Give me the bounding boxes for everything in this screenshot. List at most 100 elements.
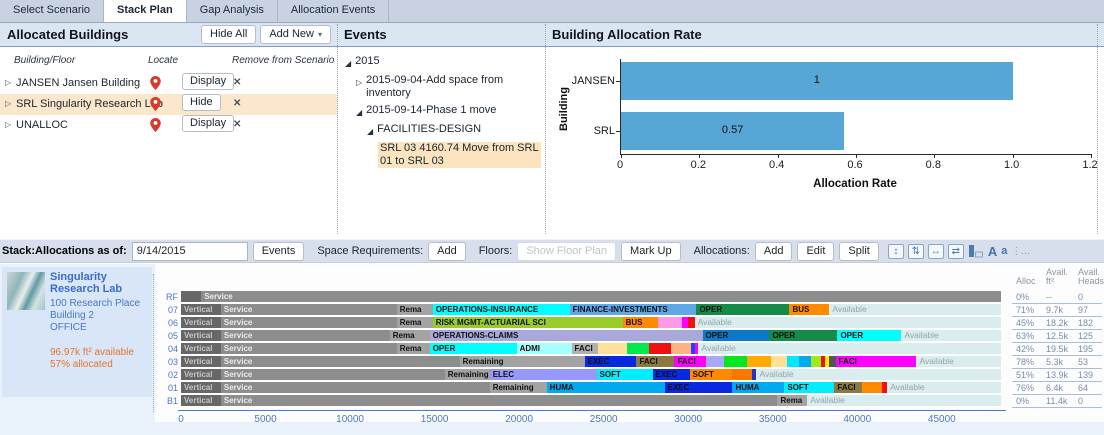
allocation-segment-available[interactable]: Available	[756, 369, 1001, 380]
collapse-arrow-icon[interactable]: ◢	[345, 59, 352, 68]
more-dots-icon[interactable]: ⋮…	[1011, 245, 1030, 257]
allocation-segment-soft[interactable]: SOFT	[596, 369, 653, 380]
add-new-button[interactable]: Add New ▾	[260, 25, 331, 44]
allocation-segment-vertical[interactable]: Vertical	[181, 343, 221, 354]
allocation-segment-service[interactable]: Service	[220, 330, 390, 341]
stack-layout-icon[interactable]	[968, 244, 984, 258]
allocation-segment-service[interactable]: Service	[201, 291, 1001, 302]
allocation-segment-remaining[interactable]: Remaining	[459, 356, 585, 367]
allocation-segment-vertical[interactable]: Vertical	[181, 369, 221, 380]
font-small-icon[interactable]: a	[1001, 245, 1008, 257]
allocation-segment[interactable]	[687, 317, 695, 328]
allocation-segment-huma[interactable]: HUMA	[546, 382, 665, 393]
allocation-segment-oper[interactable]: OPER	[702, 330, 770, 341]
remove-from-scenario-icon[interactable]: ✕	[233, 98, 242, 109]
allocation-segment-operations-insurance[interactable]: OPERATIONS-INSURANCE	[432, 304, 570, 315]
tab-allocation-events[interactable]: Allocation Events	[278, 0, 390, 22]
display-toggle-button[interactable]: Hide	[182, 94, 221, 111]
allocation-segment-vertical[interactable]: Vertical	[181, 304, 221, 315]
allocation-segment-exec[interactable]: EXEC	[664, 382, 733, 393]
expand-arrow-icon[interactable]: ▷	[356, 78, 363, 87]
allocation-segment[interactable]	[787, 356, 800, 367]
allocation-segment-service[interactable]: Service	[220, 317, 397, 328]
event-tree-item[interactable]: ◢ 2015	[337, 53, 545, 72]
allocation-segment[interactable]	[181, 291, 202, 302]
allocation-segment[interactable]	[811, 356, 822, 367]
allocation-segment-available[interactable]: Available	[901, 330, 1001, 341]
mark-up-button[interactable]: Mark Up	[621, 241, 681, 261]
allocation-segment[interactable]	[657, 317, 682, 328]
allocation-segment-faci[interactable]: FACI	[571, 343, 598, 354]
allocation-segment-available[interactable]: Available	[916, 356, 1001, 367]
event-tree-item[interactable]: ◢ FACILITIES-DESIGN	[337, 121, 545, 140]
collapse-arrow-icon[interactable]: ◢	[356, 108, 363, 117]
allocation-segment-rema[interactable]: Rema	[777, 395, 808, 406]
allocation-segment-rema[interactable]: Rema	[396, 304, 433, 315]
alloc-add-button[interactable]: Add	[754, 241, 793, 261]
allocation-segment[interactable]	[862, 382, 883, 393]
allocation-segment-finance-investments[interactable]: FINANCE-INVESTMENTS	[569, 304, 697, 315]
allocation-segment[interactable]	[771, 356, 788, 367]
allocation-segment-soft[interactable]: SOFT	[689, 369, 733, 380]
expand-arrow-icon[interactable]: ▷	[5, 120, 12, 129]
tab-stack-plan[interactable]: Stack Plan	[104, 0, 187, 22]
allocation-segment-vertical[interactable]: Vertical	[181, 317, 221, 328]
allocation-segment[interactable]	[671, 343, 692, 354]
locate-pin-icon[interactable]	[150, 97, 161, 116]
allocation-segment[interactable]	[627, 343, 650, 354]
event-tree-item[interactable]: SRL 03 4160.74 Move from SRL 01 to SRL 0…	[337, 140, 545, 170]
allocation-segment-soft[interactable]: SOFT	[784, 382, 835, 393]
building-row[interactable]: ▷ SRL Singularity Research Lab Hide ✕	[0, 94, 337, 115]
allocation-segment[interactable]	[724, 356, 748, 367]
allocation-segment-oper[interactable]: OPER	[429, 343, 517, 354]
event-tree-item[interactable]: ◢ 2015-09-14-Phase 1 move	[337, 102, 545, 121]
allocation-segment-available[interactable]: Available	[807, 395, 1001, 406]
event-tree-item[interactable]: ▷ 2015-09-04-Add space from inventory	[337, 72, 545, 102]
allocation-segment-vertical[interactable]: Vertical	[181, 382, 221, 393]
allocation-segment-vertical[interactable]: Vertical	[181, 395, 221, 406]
allocation-segment[interactable]	[649, 343, 672, 354]
card-resize-handle[interactable]	[153, 274, 154, 412]
allocation-segment-huma[interactable]: HUMA	[732, 382, 785, 393]
allocation-segment-service[interactable]: Service	[220, 343, 397, 354]
collapse-vertical-icon[interactable]: ⇅	[907, 243, 924, 259]
space-add-button[interactable]: Add	[428, 241, 466, 261]
remove-from-scenario-icon[interactable]: ✕	[233, 77, 242, 88]
allocation-segment-service[interactable]: Service	[220, 395, 778, 406]
as-of-date-input[interactable]	[131, 241, 248, 261]
allocation-segment[interactable]	[706, 356, 725, 367]
allocation-segment-vertical[interactable]: Vertical	[181, 356, 221, 367]
allocation-segment-available[interactable]: Available	[698, 343, 1001, 354]
allocation-segment-admi[interactable]: ADMI	[516, 343, 572, 354]
allocation-segment-elec[interactable]: ELEC	[489, 369, 597, 380]
allocation-segment-rema[interactable]: Rema	[396, 317, 433, 328]
allocation-segment[interactable]	[821, 356, 826, 367]
allocation-segment-service[interactable]: Service	[220, 356, 460, 367]
allocation-segment[interactable]	[882, 382, 888, 393]
expand-horizontal-icon[interactable]: ↔	[927, 243, 944, 259]
allocation-segment-oper[interactable]: OPER	[696, 304, 790, 315]
allocation-segment-bus[interactable]: BUS	[622, 317, 658, 328]
allocation-segment-faci[interactable]: FACI	[835, 356, 917, 367]
allocation-segment-exec[interactable]: EXEC	[652, 369, 690, 380]
allocation-segment-exec[interactable]: EXEC	[584, 356, 637, 367]
allocation-segment[interactable]	[799, 356, 812, 367]
allocation-segment-service[interactable]: Service	[220, 382, 490, 393]
allocation-segment[interactable]	[752, 369, 757, 380]
tab-gap-analysis[interactable]: Gap Analysis	[187, 0, 278, 22]
allocation-segment-available[interactable]: Available	[829, 304, 1001, 315]
allocation-segment-oper[interactable]: OPER	[837, 330, 902, 341]
allocation-segment[interactable]	[825, 356, 830, 367]
locate-pin-icon[interactable]	[150, 76, 161, 95]
collapse-horizontal-icon[interactable]: ⇄	[947, 243, 964, 259]
collapse-arrow-icon[interactable]: ◢	[367, 127, 374, 136]
allocation-segment[interactable]	[829, 356, 836, 367]
allocation-segment-rema[interactable]: Rema	[396, 343, 430, 354]
allocation-segment[interactable]	[732, 369, 753, 380]
display-toggle-button[interactable]: Display	[182, 73, 235, 90]
allocation-segment[interactable]	[597, 343, 628, 354]
hide-all-button[interactable]: Hide All	[201, 25, 257, 44]
panel-resize-handle[interactable]	[545, 24, 546, 234]
allocation-segment-rema[interactable]: Rema	[389, 330, 430, 341]
expand-vertical-icon[interactable]: ↕	[887, 243, 904, 259]
